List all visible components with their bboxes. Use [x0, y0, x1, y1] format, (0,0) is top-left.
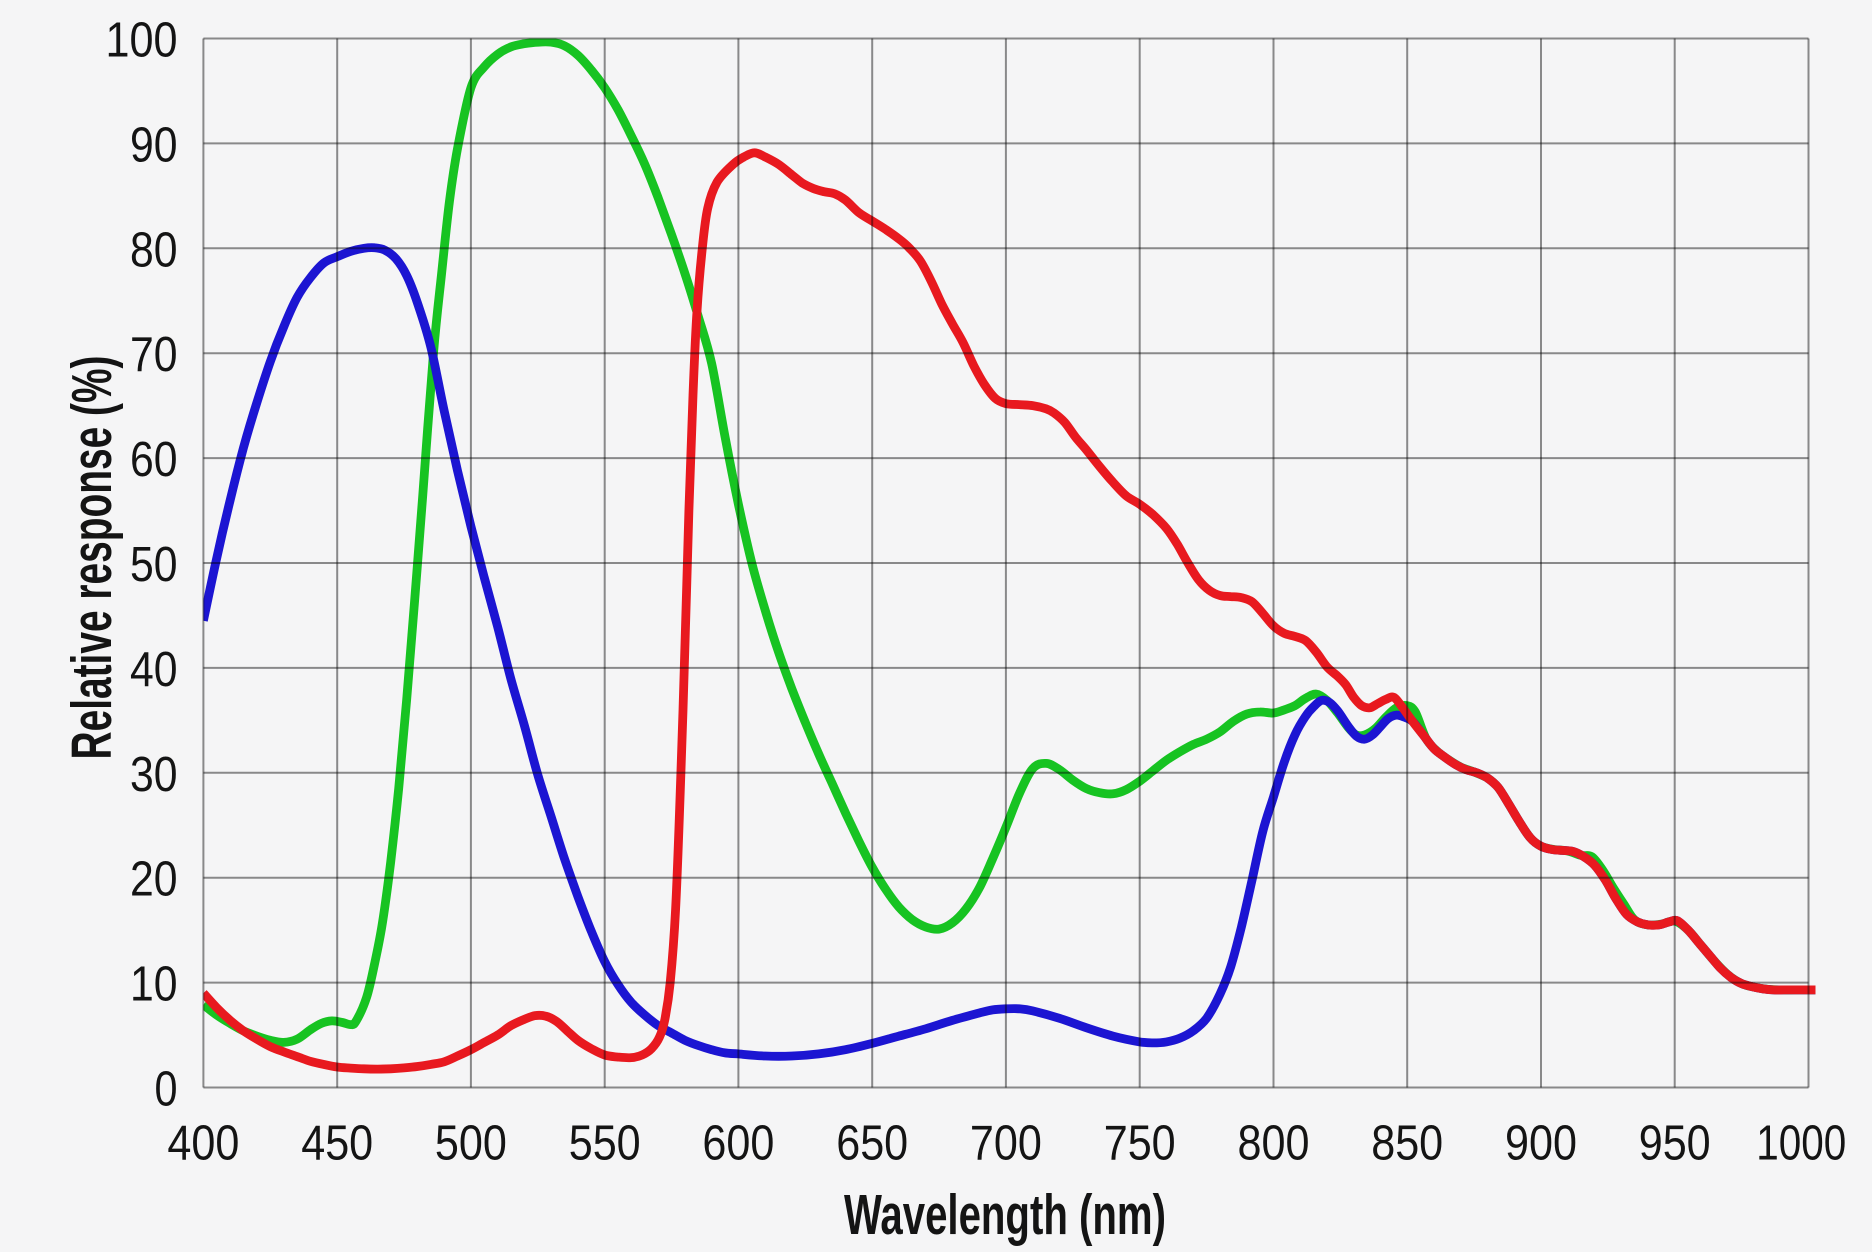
- svg-text:80: 80: [130, 222, 178, 277]
- svg-text:20: 20: [130, 852, 178, 907]
- svg-text:750: 750: [1104, 1116, 1176, 1171]
- svg-text:800: 800: [1238, 1116, 1310, 1171]
- svg-text:450: 450: [301, 1116, 373, 1171]
- svg-text:400: 400: [167, 1116, 239, 1171]
- svg-text:Wavelength (nm): Wavelength (nm): [844, 1183, 1166, 1246]
- svg-text:600: 600: [702, 1116, 774, 1171]
- svg-text:950: 950: [1639, 1116, 1711, 1171]
- svg-text:700: 700: [970, 1116, 1042, 1171]
- svg-text:50: 50: [130, 537, 178, 592]
- svg-text:0: 0: [155, 1062, 178, 1117]
- svg-text:10: 10: [130, 957, 178, 1012]
- svg-text:850: 850: [1371, 1116, 1443, 1171]
- svg-text:30: 30: [130, 747, 178, 802]
- svg-text:70: 70: [130, 327, 178, 382]
- svg-text:90: 90: [130, 117, 178, 172]
- svg-text:40: 40: [130, 642, 178, 697]
- svg-text:1000: 1000: [1756, 1116, 1846, 1171]
- svg-text:100: 100: [106, 13, 178, 68]
- svg-text:900: 900: [1505, 1116, 1577, 1171]
- svg-text:60: 60: [130, 432, 178, 487]
- svg-text:500: 500: [435, 1116, 507, 1171]
- svg-text:550: 550: [569, 1116, 641, 1171]
- svg-text:650: 650: [836, 1116, 908, 1171]
- svg-text:Relative response (%): Relative response (%): [60, 356, 123, 760]
